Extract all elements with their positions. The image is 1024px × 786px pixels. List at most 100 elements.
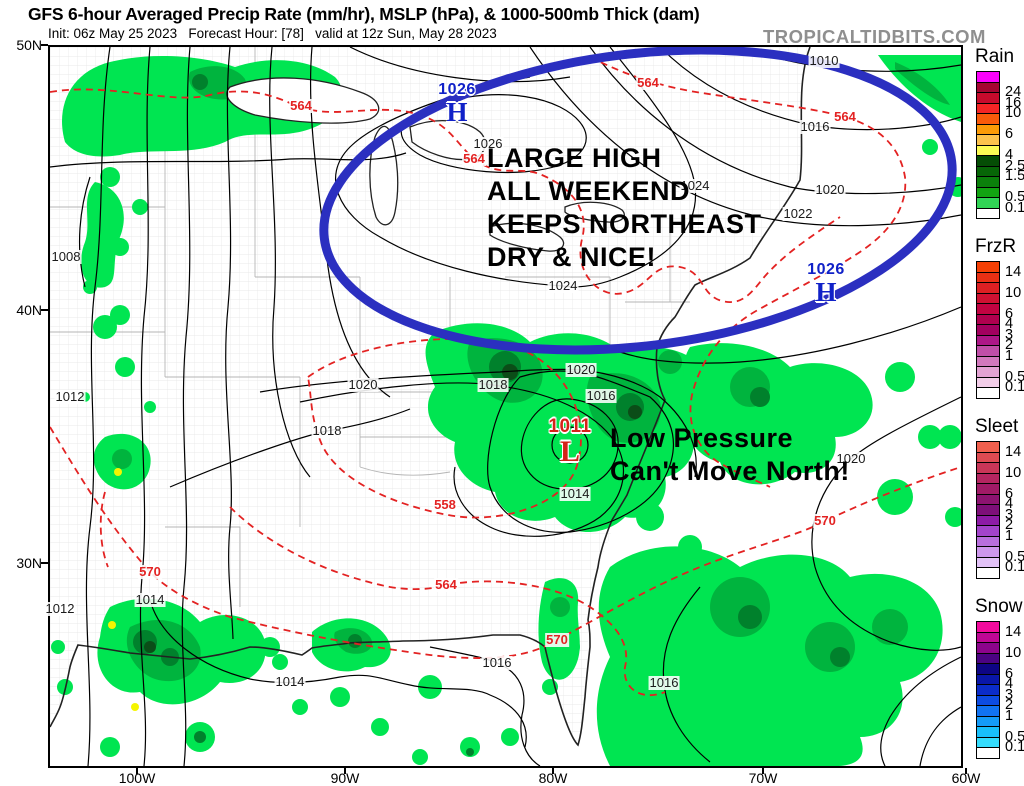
legend-tick-label: 0.1 xyxy=(1005,199,1024,216)
isobar-label: 1024 xyxy=(679,178,711,193)
map-text-annotation: LARGE HIGH ALL WEEKEND KEEPS NORTHEAST DRY … xyxy=(487,142,762,274)
thickness-label: 564 xyxy=(289,98,313,113)
legend-colorbar-rain: 24 16 10 6 4 2.5 1.5 0.5 0.1 xyxy=(976,71,1024,219)
legend-title-sleet: Sleet xyxy=(975,416,1019,437)
legend-title-rain: Rain xyxy=(975,46,1015,67)
legend-tick-label: 14 xyxy=(1005,263,1022,280)
isobar-label: 1020 xyxy=(347,377,379,392)
legend-title-frzr: FrzR xyxy=(975,236,1017,257)
legend-tick-label: 4 xyxy=(1005,147,1014,163)
legend-tick-label: 6 xyxy=(1005,665,1014,682)
lon-tick xyxy=(136,768,138,774)
lat-label: 40N xyxy=(16,302,42,318)
isobar-label: 1016 xyxy=(648,675,680,690)
legend-color-cell xyxy=(976,387,1000,399)
high-pressure-marker: 1026 H xyxy=(807,262,845,306)
legend-tick-label: 24 xyxy=(1005,84,1022,100)
legend-colorbar-snow: 14 10 6 4 3 2 1 0.5 0.1 xyxy=(976,621,1024,759)
isobar-label: 1026 xyxy=(472,136,504,151)
legend-tick-label: 0.5 xyxy=(1005,728,1024,745)
legend-colorbar-frzr: 14 10 6 4 3 2 1 0.5 0.1 xyxy=(976,261,1024,399)
init-forecast-line: Init: 06z May 25 2023 Forecast Hour: [78… xyxy=(48,26,497,41)
map-text-annotation: Low Pressure Can't Move North! xyxy=(610,422,850,488)
low-pressure-marker: 1011 L xyxy=(548,417,591,467)
lat-tick xyxy=(41,562,48,564)
thickness-label: 570 xyxy=(138,564,162,579)
legend-tick-label: 4 xyxy=(1005,496,1014,512)
coastline xyxy=(50,47,811,747)
lon-tick xyxy=(552,768,554,774)
legend-tick-label: 10 xyxy=(1005,284,1022,301)
isobar-label: 1010 xyxy=(808,53,840,68)
legend-tick-label: 16 xyxy=(1005,94,1022,111)
legend-tick-label: 2 xyxy=(1005,337,1014,353)
annotation-line: Can't Move North! xyxy=(610,456,850,486)
legend-color-cell: 14 xyxy=(976,261,1021,280)
lon-tick xyxy=(344,768,346,774)
legend-tick-label: 0.5 xyxy=(1005,189,1024,205)
legend-tick-label: 0.1 xyxy=(1005,739,1024,755)
lon-label: 80W xyxy=(538,770,568,786)
lon-label: 70W xyxy=(748,770,778,786)
thickness-label: 564 xyxy=(434,577,458,592)
lat-label: 30N xyxy=(16,555,42,571)
thickness-label: 570 xyxy=(545,632,569,647)
legend-tick-label: 10 xyxy=(1005,464,1022,481)
lat-tick xyxy=(41,309,48,311)
isobar-label: 1020 xyxy=(565,362,597,377)
chart-title: GFS 6-hour Averaged Precip Rate (mm/hr),… xyxy=(28,4,700,24)
lat-label: 50N xyxy=(16,37,42,53)
legend-tick-label: 1 xyxy=(1005,347,1014,364)
isobar-label: 1008 xyxy=(50,249,82,264)
isobar-label: 1018 xyxy=(477,377,509,392)
isobar-label: 1016 xyxy=(585,388,617,403)
legend-tick-label: 0.1 xyxy=(1005,559,1024,575)
thickness-label: 570 xyxy=(813,513,837,528)
map-frame xyxy=(48,45,963,768)
annotation-line: KEEPS NORTHEAST xyxy=(487,209,762,239)
legend-tick-label: 4 xyxy=(1005,316,1014,332)
lon-tick xyxy=(762,768,764,774)
annotation-line: ALL WEEKEND xyxy=(487,176,691,206)
ellipse-annotation xyxy=(319,47,957,355)
high-letter: H xyxy=(446,97,468,127)
legend-color-cell xyxy=(976,567,1000,579)
annotation-line: Low Pressure xyxy=(610,423,794,453)
legend-color-cell: 10 xyxy=(976,102,1021,121)
legend-tick-label: 1.5 xyxy=(1005,168,1024,184)
isobar-label: 1020 xyxy=(835,451,867,466)
isobar-label: 1024 xyxy=(547,278,579,293)
land-texture xyxy=(50,47,810,745)
legend-tick-label: 6 xyxy=(1005,485,1014,502)
lon-label: 100W xyxy=(118,770,156,786)
legend-color-cell: 0.1 xyxy=(976,736,1024,755)
lat-tick xyxy=(41,44,48,46)
legend-tick-label: 14 xyxy=(1005,623,1022,640)
low-value: 1011 xyxy=(548,416,592,437)
legend-tick-label: 1 xyxy=(1005,707,1014,724)
legend-tick-label: 2.5 xyxy=(1005,157,1024,174)
isobar-label: 1012 xyxy=(44,601,76,616)
legend-tick-label: 3 xyxy=(1005,506,1014,523)
isobar-label: 1014 xyxy=(274,674,306,689)
thickness-label: 558 xyxy=(433,497,457,512)
legend-title-snow: Snow xyxy=(975,596,1023,617)
legend-tick-label: 0.1 xyxy=(1005,379,1024,395)
legend-tick-label: 0.5 xyxy=(1005,368,1024,385)
legend-tick-label: 3 xyxy=(1005,686,1014,703)
annotation-line: DRY & NICE! xyxy=(487,242,657,272)
high-value: 1026 xyxy=(438,81,476,98)
thickness-label: 564 xyxy=(833,109,857,124)
legend-tick-label: 3 xyxy=(1005,326,1014,343)
high-letter: H xyxy=(815,277,837,307)
isobar-label: 1012 xyxy=(54,389,86,404)
low-letter: L xyxy=(559,435,581,468)
thickness-label: 564 xyxy=(636,75,660,90)
legend-color-cell xyxy=(976,747,1000,759)
map-graphic xyxy=(50,47,961,766)
high-value: 1026 xyxy=(807,261,845,278)
legend-color-cell xyxy=(976,207,1000,219)
legend-tick-label: 1 xyxy=(1005,527,1014,544)
legend-tick-label: 10 xyxy=(1005,644,1022,661)
isobar-label: 1018 xyxy=(311,423,343,438)
